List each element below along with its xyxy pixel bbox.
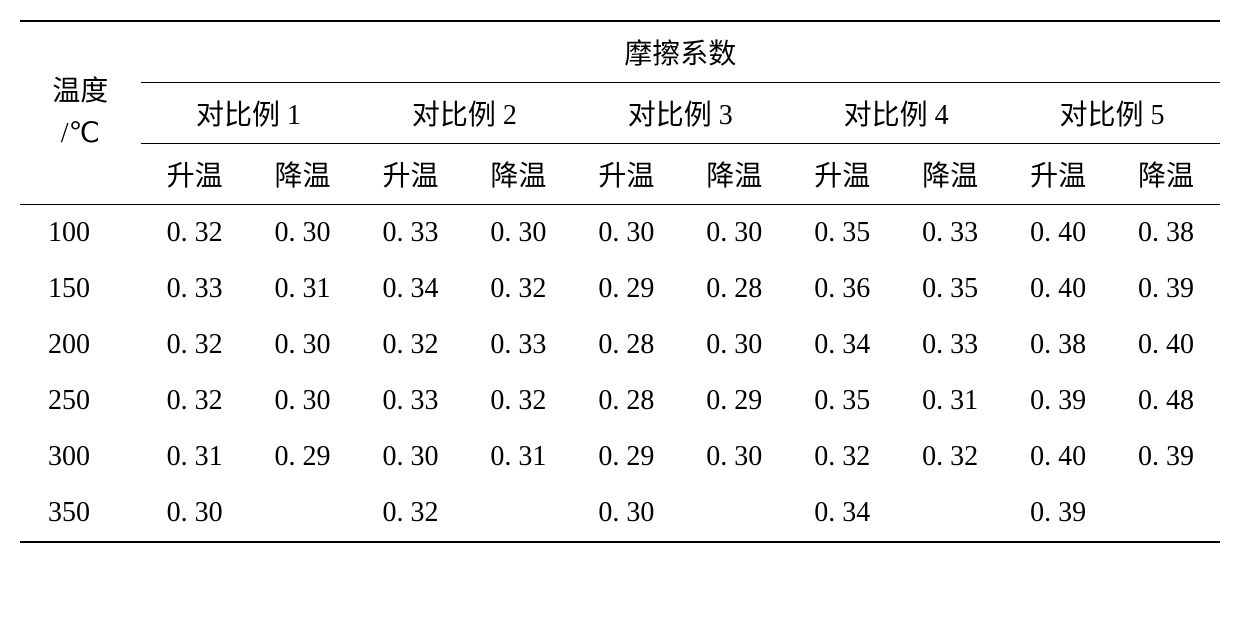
row-temp-label: 100 bbox=[20, 205, 141, 262]
data-cell: 0. 33 bbox=[356, 205, 464, 262]
data-cell: 0. 35 bbox=[788, 373, 896, 429]
data-cell: 0. 34 bbox=[788, 485, 896, 542]
data-cell: 0. 28 bbox=[680, 261, 788, 317]
data-cell: 0. 39 bbox=[1004, 373, 1112, 429]
data-cell: 0. 32 bbox=[141, 317, 249, 373]
group-header-3: 对比例 3 bbox=[572, 83, 788, 144]
data-cell: 0. 34 bbox=[356, 261, 464, 317]
table-row: 3000. 310. 290. 300. 310. 290. 300. 320.… bbox=[20, 429, 1220, 485]
data-cell: 0. 28 bbox=[572, 317, 680, 373]
data-cell: 0. 33 bbox=[356, 373, 464, 429]
header-row-2: 对比例 1 对比例 2 对比例 3 对比例 4 对比例 5 bbox=[20, 83, 1220, 144]
temp-label-1: 温度 bbox=[52, 76, 108, 107]
header-row-1: 温度 /℃ 摩擦系数 bbox=[20, 21, 1220, 83]
data-cell: 0. 38 bbox=[1004, 317, 1112, 373]
data-cell: 0. 40 bbox=[1004, 261, 1112, 317]
friction-table-container: 温度 /℃ 摩擦系数 对比例 1 对比例 2 对比例 3 对比例 4 对比例 5… bbox=[20, 20, 1220, 543]
table-row: 3500. 300. 320. 300. 340. 39 bbox=[20, 485, 1220, 542]
data-cell: 0. 29 bbox=[249, 429, 357, 485]
sub-header: 升温 bbox=[1004, 144, 1112, 205]
data-cell: 0. 32 bbox=[788, 429, 896, 485]
data-cell: 0. 31 bbox=[249, 261, 357, 317]
data-cell: 0. 35 bbox=[896, 261, 1004, 317]
friction-table: 温度 /℃ 摩擦系数 对比例 1 对比例 2 对比例 3 对比例 4 对比例 5… bbox=[20, 20, 1220, 543]
data-cell: 0. 35 bbox=[788, 205, 896, 262]
data-cell: 0. 30 bbox=[356, 429, 464, 485]
sub-header: 降温 bbox=[249, 144, 357, 205]
data-cell: 0. 32 bbox=[356, 317, 464, 373]
row-temp-label: 350 bbox=[20, 485, 141, 542]
sub-header: 降温 bbox=[680, 144, 788, 205]
data-cell: 0. 48 bbox=[1112, 373, 1220, 429]
row-temp-label: 150 bbox=[20, 261, 141, 317]
data-cell: 0. 31 bbox=[464, 429, 572, 485]
data-cell: 0. 31 bbox=[896, 373, 1004, 429]
data-cell bbox=[896, 485, 1004, 542]
data-cell: 0. 40 bbox=[1004, 205, 1112, 262]
data-cell: 0. 30 bbox=[464, 205, 572, 262]
sub-header: 升温 bbox=[788, 144, 896, 205]
data-cell: 0. 32 bbox=[356, 485, 464, 542]
data-cell: 0. 40 bbox=[1112, 317, 1220, 373]
data-cell: 0. 38 bbox=[1112, 205, 1220, 262]
table-row: 1000. 320. 300. 330. 300. 300. 300. 350.… bbox=[20, 205, 1220, 262]
data-cell: 0. 32 bbox=[464, 261, 572, 317]
temp-label-2: /℃ bbox=[61, 118, 100, 149]
row-temp-label: 250 bbox=[20, 373, 141, 429]
row-temp-label: 200 bbox=[20, 317, 141, 373]
table-row: 2000. 320. 300. 320. 330. 280. 300. 340.… bbox=[20, 317, 1220, 373]
table-body: 1000. 320. 300. 330. 300. 300. 300. 350.… bbox=[20, 205, 1220, 543]
super-header: 摩擦系数 bbox=[141, 21, 1220, 83]
data-cell: 0. 30 bbox=[141, 485, 249, 542]
data-cell: 0. 36 bbox=[788, 261, 896, 317]
table-row: 2500. 320. 300. 330. 320. 280. 290. 350.… bbox=[20, 373, 1220, 429]
data-cell bbox=[249, 485, 357, 542]
data-cell: 0. 32 bbox=[141, 373, 249, 429]
data-cell: 0. 29 bbox=[680, 373, 788, 429]
data-cell: 0. 33 bbox=[896, 317, 1004, 373]
sub-header: 升温 bbox=[572, 144, 680, 205]
sub-header: 降温 bbox=[464, 144, 572, 205]
data-cell: 0. 32 bbox=[896, 429, 1004, 485]
data-cell: 0. 30 bbox=[680, 205, 788, 262]
data-cell: 0. 30 bbox=[680, 317, 788, 373]
data-cell: 0. 29 bbox=[572, 429, 680, 485]
data-cell: 0. 40 bbox=[1004, 429, 1112, 485]
data-cell: 0. 30 bbox=[572, 485, 680, 542]
data-cell: 0. 33 bbox=[141, 261, 249, 317]
data-cell: 0. 39 bbox=[1112, 429, 1220, 485]
data-cell bbox=[1112, 485, 1220, 542]
data-cell: 0. 30 bbox=[680, 429, 788, 485]
data-cell: 0. 34 bbox=[788, 317, 896, 373]
sub-header: 降温 bbox=[896, 144, 1004, 205]
data-cell: 0. 29 bbox=[572, 261, 680, 317]
table-row: 1500. 330. 310. 340. 320. 290. 280. 360.… bbox=[20, 261, 1220, 317]
data-cell bbox=[680, 485, 788, 542]
data-cell: 0. 30 bbox=[249, 205, 357, 262]
data-cell: 0. 28 bbox=[572, 373, 680, 429]
group-header-4: 对比例 4 bbox=[788, 83, 1004, 144]
data-cell bbox=[464, 485, 572, 542]
data-cell: 0. 32 bbox=[141, 205, 249, 262]
row-header-temperature: 温度 /℃ bbox=[20, 21, 141, 205]
table-head: 温度 /℃ 摩擦系数 对比例 1 对比例 2 对比例 3 对比例 4 对比例 5… bbox=[20, 21, 1220, 205]
data-cell: 0. 32 bbox=[464, 373, 572, 429]
data-cell: 0. 33 bbox=[896, 205, 1004, 262]
group-header-2: 对比例 2 bbox=[356, 83, 572, 144]
group-header-1: 对比例 1 bbox=[141, 83, 357, 144]
group-header-5: 对比例 5 bbox=[1004, 83, 1220, 144]
sub-header: 升温 bbox=[356, 144, 464, 205]
header-row-3: 升温 降温 升温 降温 升温 降温 升温 降温 升温 降温 bbox=[20, 144, 1220, 205]
data-cell: 0. 39 bbox=[1112, 261, 1220, 317]
sub-header: 降温 bbox=[1112, 144, 1220, 205]
data-cell: 0. 30 bbox=[572, 205, 680, 262]
data-cell: 0. 39 bbox=[1004, 485, 1112, 542]
data-cell: 0. 30 bbox=[249, 373, 357, 429]
row-temp-label: 300 bbox=[20, 429, 141, 485]
sub-header: 升温 bbox=[141, 144, 249, 205]
data-cell: 0. 30 bbox=[249, 317, 357, 373]
data-cell: 0. 33 bbox=[464, 317, 572, 373]
data-cell: 0. 31 bbox=[141, 429, 249, 485]
